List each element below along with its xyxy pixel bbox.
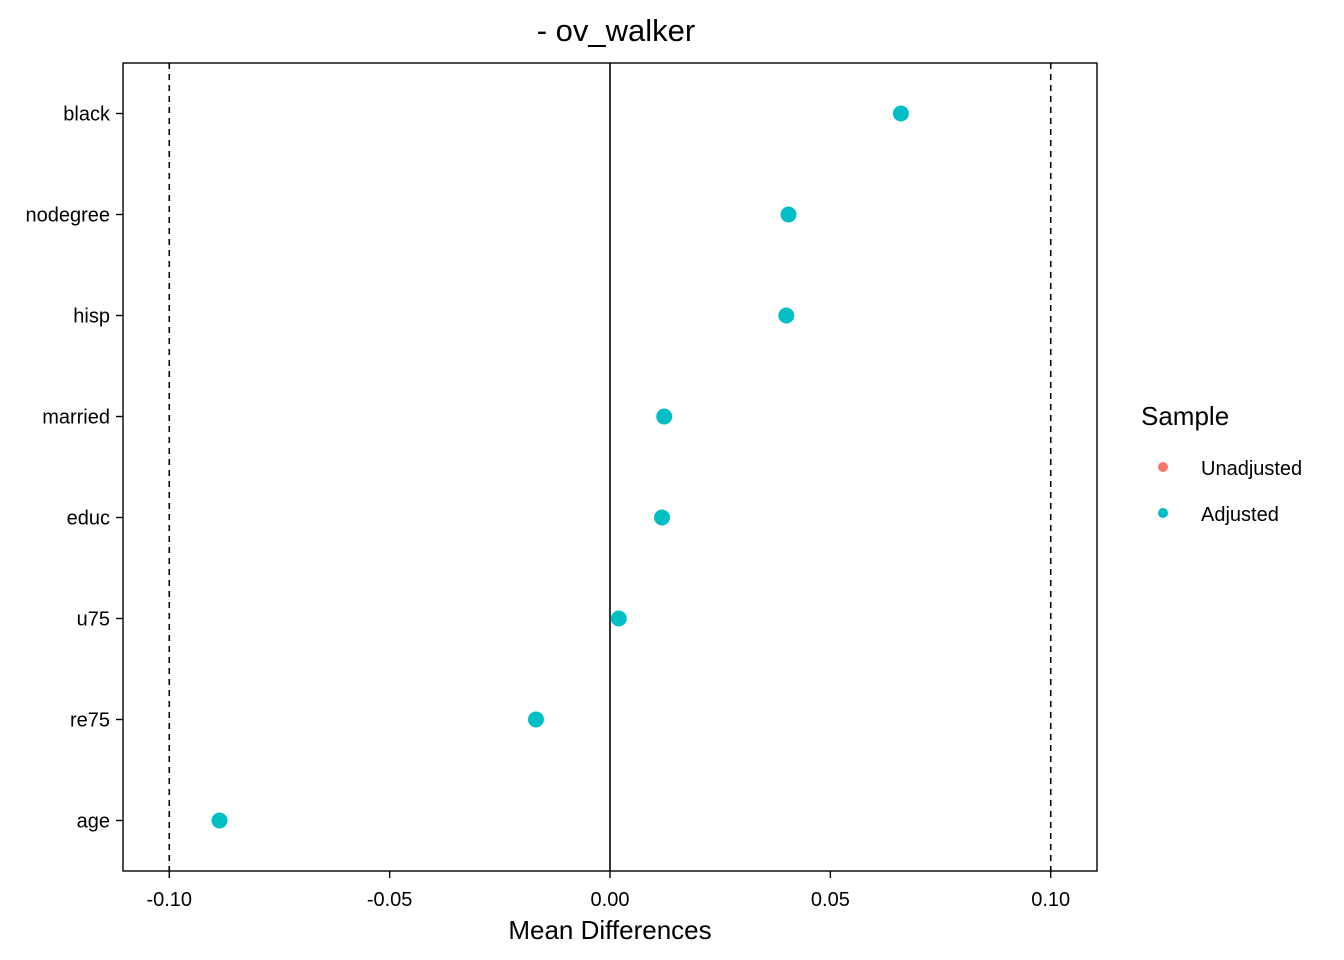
data-point-nodegree bbox=[780, 206, 797, 223]
y-tick-label: married bbox=[42, 407, 110, 429]
data-point-educ bbox=[654, 509, 671, 526]
y-tick-label: educ bbox=[67, 508, 110, 530]
x-tick-label: 0.10 bbox=[1031, 889, 1070, 911]
data-point-u75 bbox=[610, 610, 627, 627]
data-point-re75 bbox=[527, 711, 544, 728]
x-axis: -0.10 -0.05 0.00 0.05 0.10 bbox=[146, 871, 1070, 911]
y-tick-label: black bbox=[63, 104, 111, 126]
legend-items: Unadjusted Adjusted bbox=[1158, 458, 1302, 526]
data-points bbox=[211, 105, 909, 829]
legend-key-unadjusted bbox=[1158, 462, 1168, 472]
legend: Sample Unadjusted Adjusted bbox=[1141, 401, 1302, 526]
data-point-hisp bbox=[778, 307, 795, 324]
legend-label: Adjusted bbox=[1201, 504, 1279, 526]
chart-title: - ov_walker bbox=[537, 13, 696, 48]
data-point-age bbox=[211, 812, 228, 829]
x-tick-label: -0.10 bbox=[146, 889, 192, 911]
x-axis-title: Mean Differences bbox=[508, 915, 711, 945]
data-point-married bbox=[656, 408, 673, 425]
y-tick-label: age bbox=[77, 811, 110, 833]
data-point-black bbox=[892, 105, 909, 122]
x-tick-label: 0.05 bbox=[811, 889, 850, 911]
legend-key-adjusted bbox=[1158, 508, 1168, 518]
x-tick-label: -0.05 bbox=[367, 889, 413, 911]
legend-label: Unadjusted bbox=[1201, 458, 1302, 480]
y-tick-label: re75 bbox=[70, 710, 110, 732]
legend-title: Sample bbox=[1141, 401, 1229, 431]
y-tick-label: nodegree bbox=[25, 205, 110, 227]
y-tick-label: hisp bbox=[73, 306, 110, 328]
y-axis: black nodegree hisp married educ u75 re75 age bbox=[25, 104, 123, 833]
x-tick-label: 0.00 bbox=[591, 889, 630, 911]
reference-lines bbox=[168, 63, 1052, 871]
y-tick-label: u75 bbox=[77, 609, 110, 631]
